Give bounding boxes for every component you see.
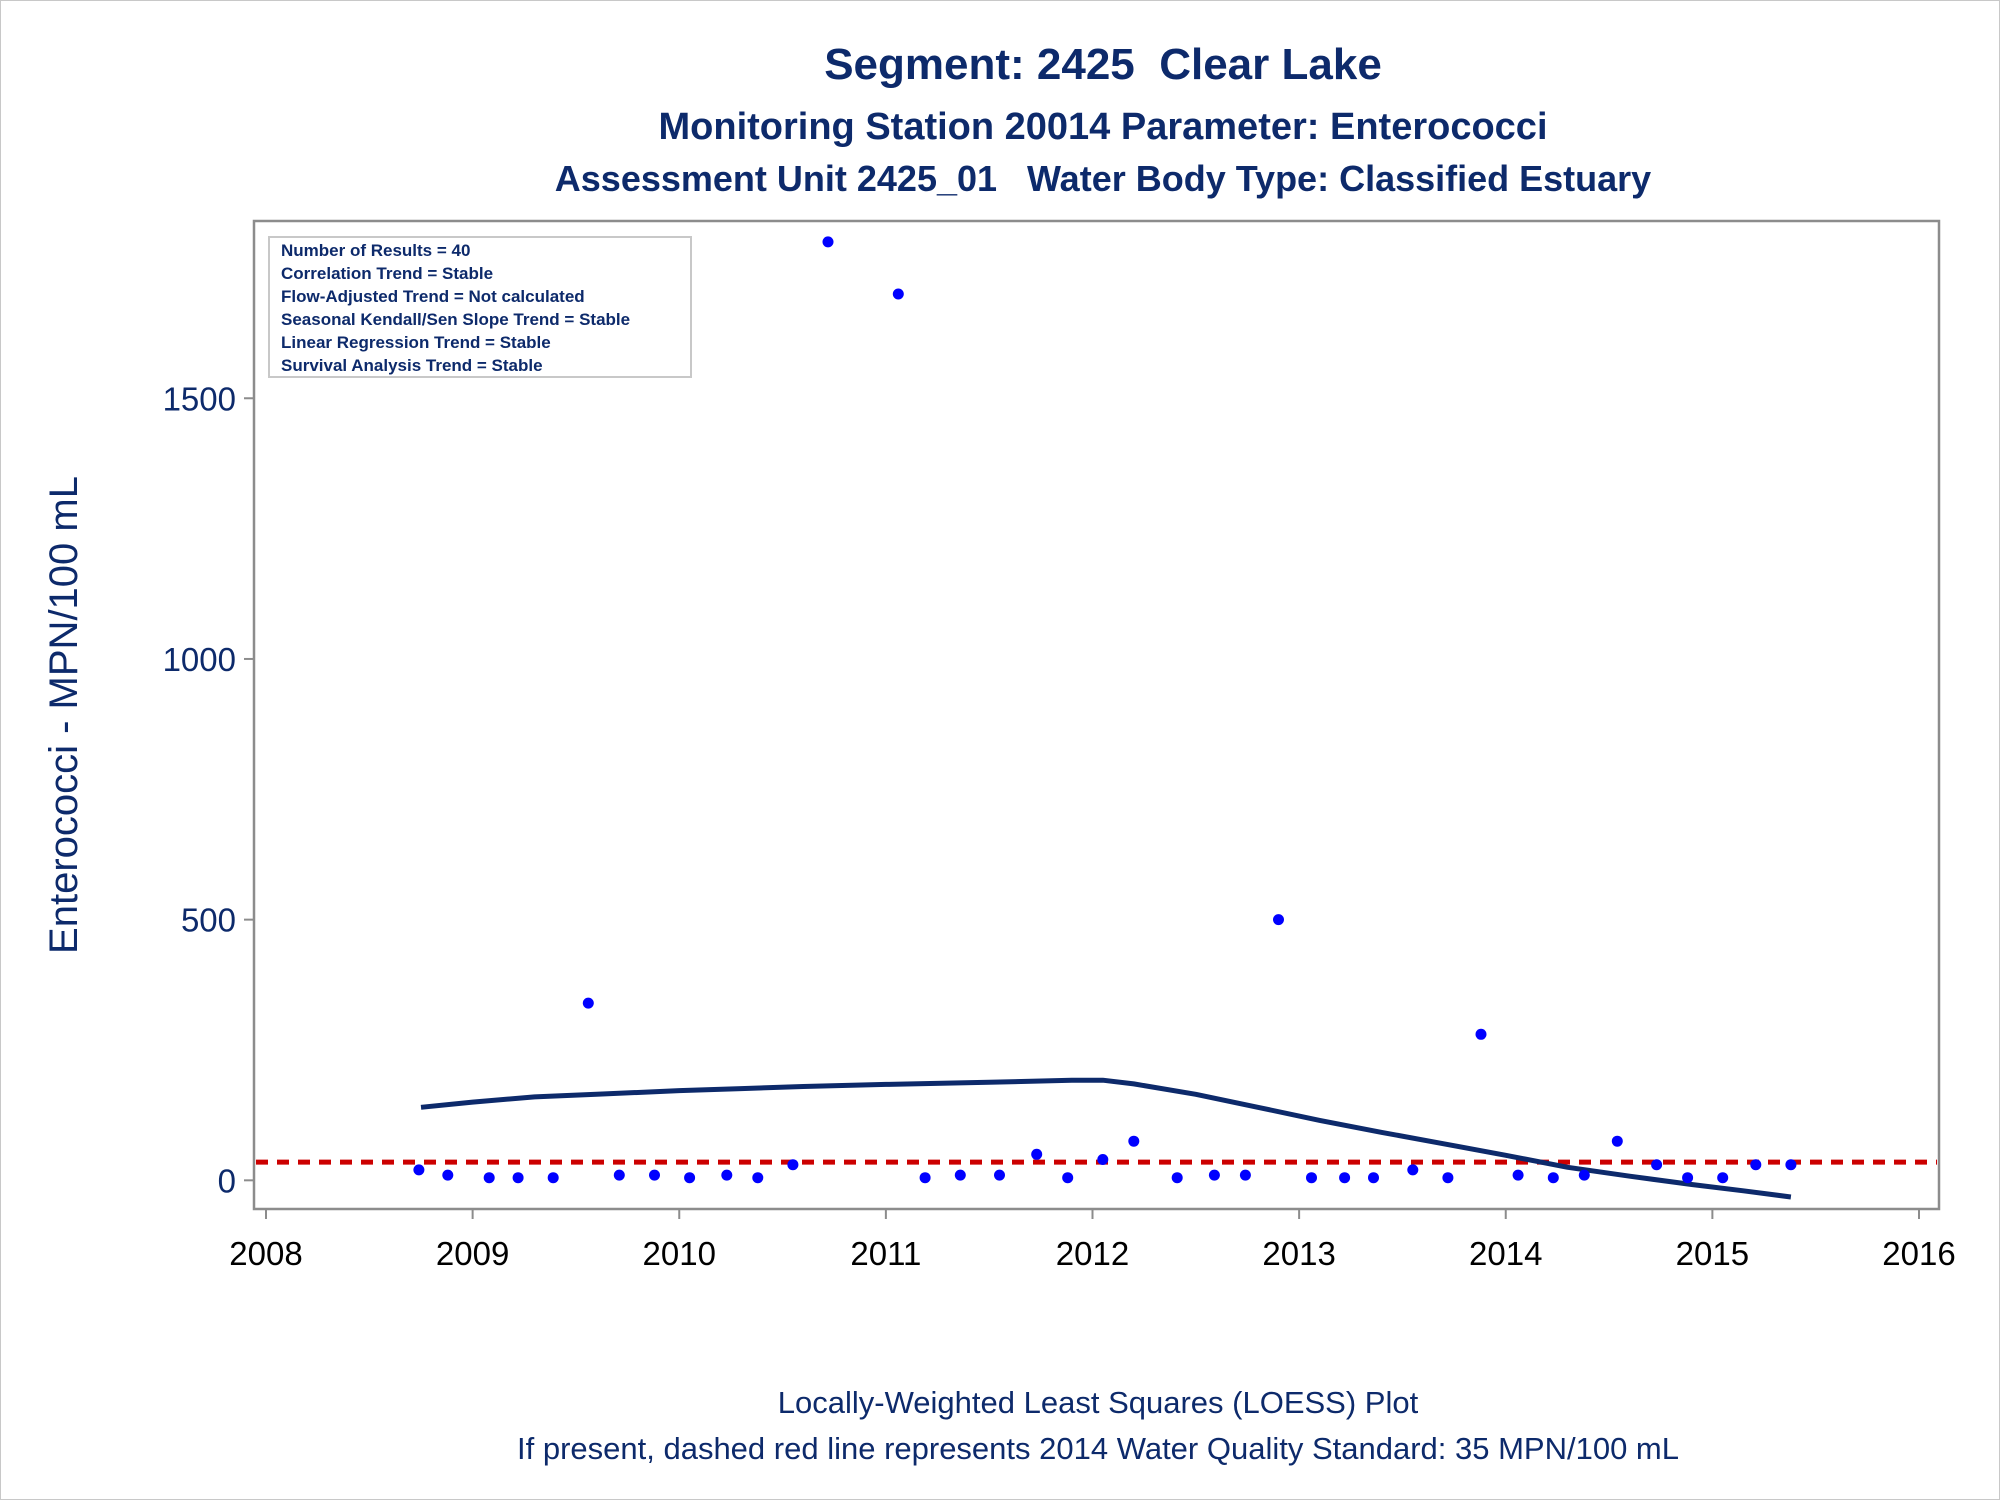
stats-line-1: Number of Results = 40 bbox=[281, 241, 470, 260]
scatter-points bbox=[413, 236, 1797, 1184]
stats-legend-border bbox=[268, 236, 692, 378]
y-tick-label: 500 bbox=[181, 902, 236, 939]
data-point bbox=[547, 1172, 559, 1184]
x-axis: 2008 2009 2010 2011 2012 2013 2014 2015 2016 bbox=[229, 1209, 1956, 1272]
x-tick-label: 2009 bbox=[436, 1235, 509, 1272]
data-point bbox=[1682, 1172, 1694, 1184]
data-point bbox=[512, 1172, 524, 1184]
chart-subtitle-1: Monitoring Station 20014 Parameter: Ente… bbox=[658, 106, 1547, 148]
data-point bbox=[954, 1169, 966, 1181]
data-point bbox=[684, 1172, 696, 1184]
stats-line-3: Flow-Adjusted Trend = Not calculated bbox=[281, 287, 585, 306]
data-point bbox=[582, 997, 594, 1009]
data-point bbox=[1750, 1159, 1762, 1171]
x-tick-label: 2013 bbox=[1262, 1235, 1335, 1272]
y-tick-label: 1500 bbox=[163, 380, 236, 417]
data-point bbox=[1171, 1172, 1183, 1184]
data-point bbox=[1475, 1028, 1487, 1040]
stats-line-5: Linear Regression Trend = Stable bbox=[281, 333, 551, 352]
data-point bbox=[1273, 914, 1284, 926]
data-point bbox=[442, 1169, 454, 1181]
x-tick-label: 2011 bbox=[850, 1235, 921, 1272]
data-point bbox=[1031, 1148, 1043, 1160]
data-point bbox=[787, 1159, 799, 1171]
data-point bbox=[1368, 1172, 1379, 1184]
chart-subtitle-2: Assessment Unit 2425_01 Water Body Type:… bbox=[555, 158, 1651, 199]
data-point bbox=[1097, 1154, 1109, 1165]
data-point bbox=[1442, 1172, 1454, 1184]
y-tick-label: 0 bbox=[218, 1162, 236, 1199]
data-point bbox=[613, 1169, 625, 1181]
x-tick-label: 2012 bbox=[1056, 1235, 1129, 1272]
data-point bbox=[413, 1164, 425, 1176]
stats-legend-box: Number of Results = 40 Correlation Trend… bbox=[268, 236, 692, 378]
data-point bbox=[752, 1172, 764, 1184]
data-point bbox=[892, 288, 904, 300]
stats-line-6: Survival Analysis Trend = Stable bbox=[281, 356, 543, 375]
data-point bbox=[1239, 1169, 1251, 1181]
data-point bbox=[822, 236, 834, 248]
data-point bbox=[1339, 1172, 1351, 1184]
x-tick-label: 2016 bbox=[1882, 1235, 1955, 1272]
data-point bbox=[994, 1169, 1005, 1181]
data-point bbox=[1651, 1159, 1663, 1171]
loess-curve bbox=[420, 1077, 1792, 1200]
data-point bbox=[1512, 1169, 1524, 1181]
data-point bbox=[1547, 1172, 1559, 1184]
data-point bbox=[649, 1169, 660, 1181]
stats-line-4: Seasonal Kendall/Sen Slope Trend = Stabl… bbox=[281, 310, 630, 329]
data-point bbox=[721, 1169, 733, 1181]
data-point bbox=[1306, 1172, 1317, 1184]
y-axis-label: Enterococci - MPN/100 mL bbox=[42, 476, 86, 954]
chart-title: Segment: 2425 Clear Lake bbox=[824, 40, 1382, 89]
y-axis: 0 500 1000 1500 bbox=[163, 380, 254, 1199]
stats-line-2: Correlation Trend = Stable bbox=[281, 264, 493, 283]
data-point bbox=[1785, 1159, 1797, 1171]
data-point bbox=[919, 1172, 931, 1184]
y-tick-label: 1000 bbox=[163, 641, 236, 678]
x-tick-label: 2010 bbox=[643, 1235, 716, 1272]
data-point bbox=[483, 1172, 495, 1184]
footnote-1: Locally-Weighted Least Squares (LOESS) P… bbox=[778, 1385, 1419, 1420]
x-tick-label: 2008 bbox=[229, 1235, 302, 1272]
loess-line-group bbox=[420, 1077, 1792, 1200]
data-point bbox=[1062, 1172, 1074, 1184]
footnote-2: If present, dashed red line represents 2… bbox=[517, 1431, 1679, 1466]
data-point bbox=[1578, 1169, 1590, 1181]
x-tick-label: 2015 bbox=[1676, 1235, 1749, 1272]
plot-area bbox=[252, 219, 1941, 1211]
x-tick-label: 2014 bbox=[1469, 1235, 1542, 1272]
data-point bbox=[1128, 1135, 1140, 1147]
data-point bbox=[1717, 1172, 1729, 1184]
data-point bbox=[1407, 1164, 1419, 1176]
data-point bbox=[1611, 1135, 1623, 1147]
data-point bbox=[1208, 1169, 1220, 1181]
